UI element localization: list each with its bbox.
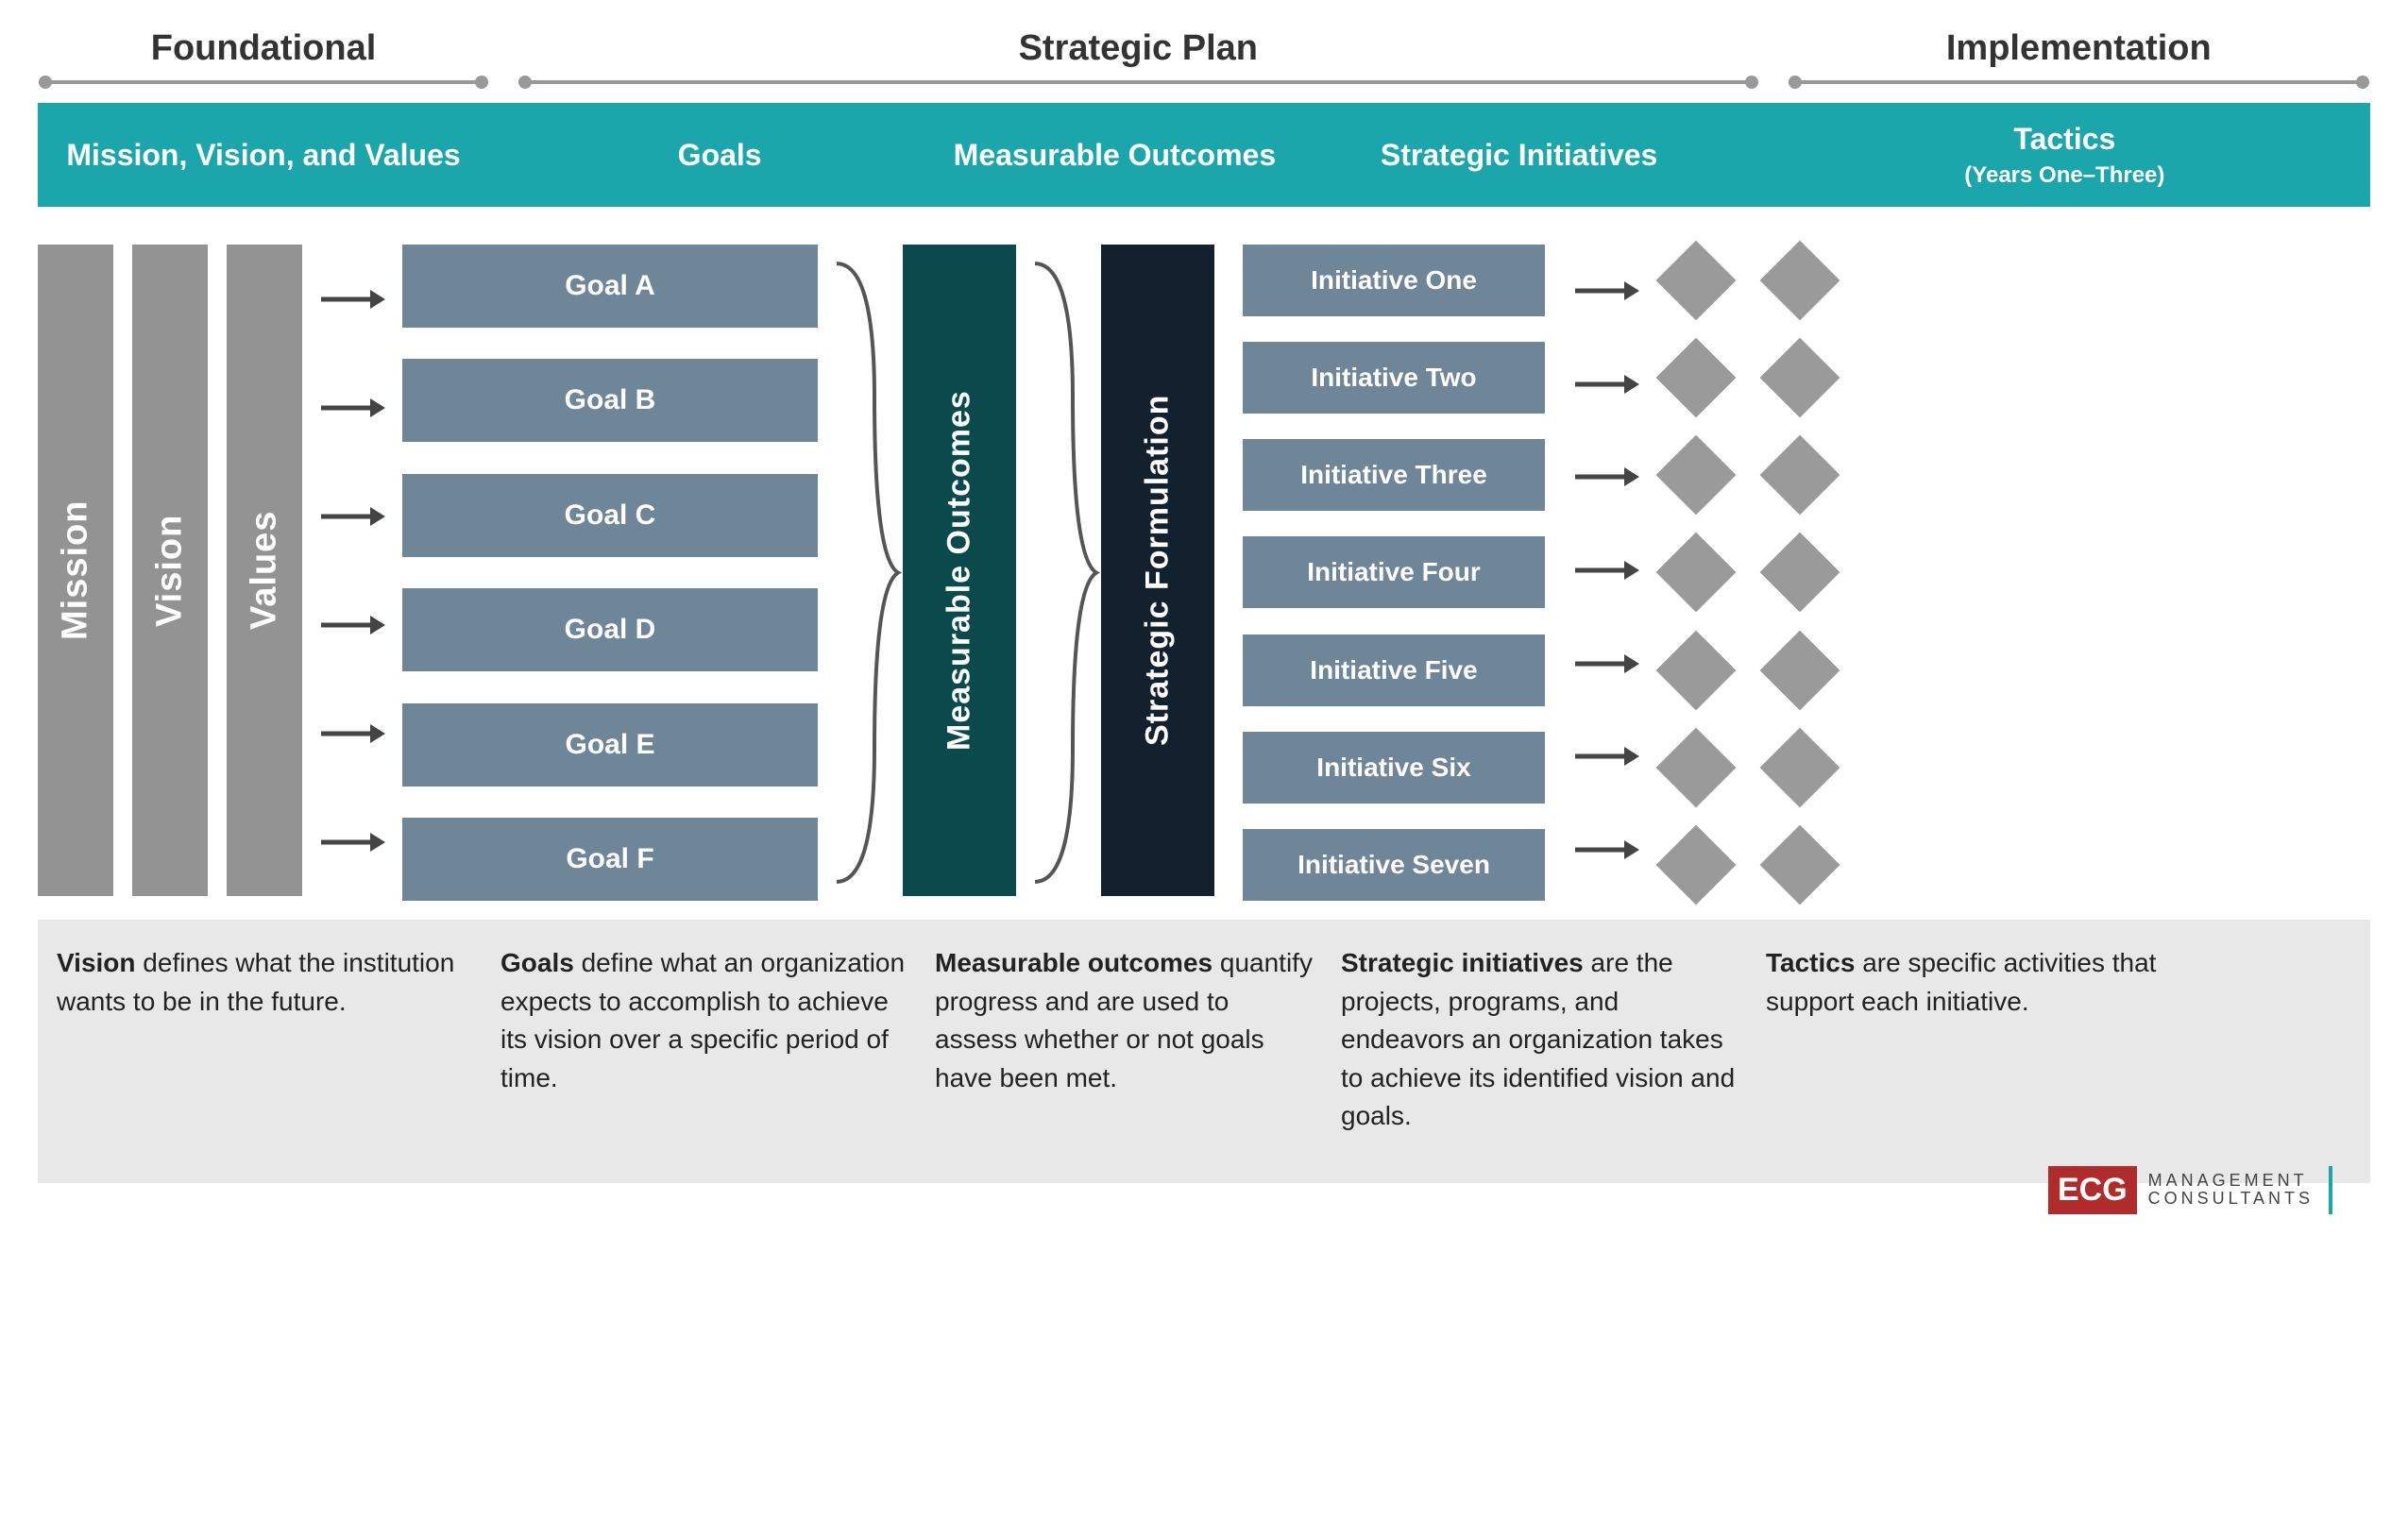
tactic-row [1668,732,1828,804]
def-goals-term: Goals [500,948,574,977]
def-vision: Vision defines what the institution want… [57,944,472,1136]
tactic-row [1668,342,1828,414]
section-strategic-plan: Strategic Plan [517,28,1759,84]
teal-tactics: Tactics (Years One–Three) [1759,103,2370,207]
teal-goals: Goals [517,103,922,207]
section-rule [525,80,1752,84]
vband-outcomes: Measurable Outcomes [903,245,1016,896]
teal-outcomes: Measurable Outcomes [922,103,1307,207]
arrow-right-icon [319,505,385,528]
logo-text: MANAGEMENT CONSULTANTS [2148,1172,2314,1210]
tactic-diamond-icon [1656,630,1737,710]
pillars-group: Mission Vision Values [38,245,302,901]
goal-box: Goal B [402,359,818,442]
arrow-right-icon [1573,373,1639,396]
arrow-right-icon [1573,745,1639,768]
initiatives-column: Initiative One Initiative Two Initiative… [1243,245,1545,901]
tactic-diamond-icon [1656,435,1737,516]
definitions-row: Vision defines what the institution want… [38,920,2370,1183]
initiative-box: Initiative Seven [1243,829,1545,901]
tactic-diamond-icon [1656,338,1737,418]
def-goals: Goals define what an organization expect… [500,944,907,1136]
initiative-box: Initiative Five [1243,635,1545,706]
pillar-values: Values [227,245,302,896]
goal-box: Goal F [402,818,818,901]
brace-goals-to-outcomes [818,245,903,901]
arrow-right-icon [1573,279,1639,302]
section-strategic-plan-label: Strategic Plan [517,28,1759,69]
brace-outcomes-to-formulation [1016,245,1101,901]
tactic-row [1668,829,1828,901]
tactic-diamond-icon [1656,825,1737,905]
tactic-diamond-icon [1656,241,1737,321]
pillar-mission: Mission [38,245,113,896]
tactic-diamond-icon [1656,533,1737,613]
initiative-box: Initiative One [1243,245,1545,316]
logo-badge: ECG [2048,1166,2137,1214]
diagram-body: Mission Vision Values Goal A Goal B Goal… [38,245,2370,901]
logo-line2: CONSULTANTS [2148,1190,2314,1209]
def-initiatives: Strategic initiatives are the projects, … [1341,944,1738,1136]
arrows-initiatives-to-tactics [1545,245,1668,896]
arrow-right-icon [319,722,385,745]
section-foundational: Foundational [38,28,489,84]
teal-mvv: Mission, Vision, and Values [38,103,489,207]
arrow-right-icon [1573,559,1639,582]
initiative-box: Initiative Three [1243,439,1545,511]
def-vision-term: Vision [57,948,136,977]
def-tactics-term: Tactics [1766,948,1855,977]
brace-icon [818,245,903,901]
logo-line1: MANAGEMENT [2148,1172,2314,1191]
teal-tactics-sub: (Years One–Three) [1964,161,2164,190]
goals-column: Goal A Goal B Goal C Goal D Goal E Goal … [402,245,818,901]
tactic-diamond-icon [1760,435,1840,516]
arrow-right-icon [319,288,385,311]
tactic-diamond-icon [1760,825,1840,905]
logo-wrap: ECG MANAGEMENT CONSULTANTS [38,1166,2370,1214]
brace-icon [1016,245,1101,901]
spacer [1214,245,1243,901]
tactic-row [1668,245,1828,316]
arrow-right-icon [1573,838,1639,861]
def-tactics: Tactics are specific activities that sup… [1766,944,2162,1136]
tactic-row [1668,439,1828,511]
section-rule [1795,80,2363,84]
goal-box: Goal D [402,588,818,671]
tactic-diamond-icon [1760,727,1840,807]
section-implementation-label: Implementation [1788,28,2370,69]
tactic-diamond-icon [1760,630,1840,710]
tactic-diamond-icon [1656,727,1737,807]
vband-formulation: Strategic Formulation [1101,245,1214,896]
tactic-diamond-icon [1760,533,1840,613]
tactic-row [1668,635,1828,706]
def-outcomes: Measurable outcomes quantify progress an… [935,944,1313,1136]
goal-box: Goal A [402,245,818,328]
teal-tactics-label: Tactics [2013,120,2115,158]
def-initiatives-term: Strategic initiatives [1341,948,1584,977]
pillar-vision: Vision [132,245,208,896]
initiative-box: Initiative Six [1243,732,1545,804]
teal-column-headers: Mission, Vision, and Values Goals Measur… [38,103,2370,207]
ecg-logo: ECG MANAGEMENT CONSULTANTS [2048,1166,2332,1214]
arrow-right-icon [319,397,385,419]
arrow-right-icon [1573,465,1639,488]
section-rule [45,80,482,84]
arrow-right-icon [319,614,385,636]
section-headers: Foundational Strategic Plan Implementati… [38,28,2370,84]
arrows-pillars-to-goals [302,245,402,896]
tactic-diamond-icon [1760,241,1840,321]
section-foundational-label: Foundational [38,28,489,69]
goal-box: Goal C [402,474,818,557]
arrow-right-icon [1573,652,1639,675]
initiative-box: Initiative Four [1243,536,1545,608]
section-implementation: Implementation [1788,28,2370,84]
tactic-diamond-icon [1760,338,1840,418]
teal-initiatives: Strategic Initiatives [1308,103,1731,207]
goal-box: Goal E [402,703,818,787]
arrow-right-icon [319,831,385,854]
initiative-box: Initiative Two [1243,342,1545,414]
tactics-column [1668,245,1828,901]
def-outcomes-term: Measurable outcomes [935,948,1212,977]
tactic-row [1668,536,1828,608]
